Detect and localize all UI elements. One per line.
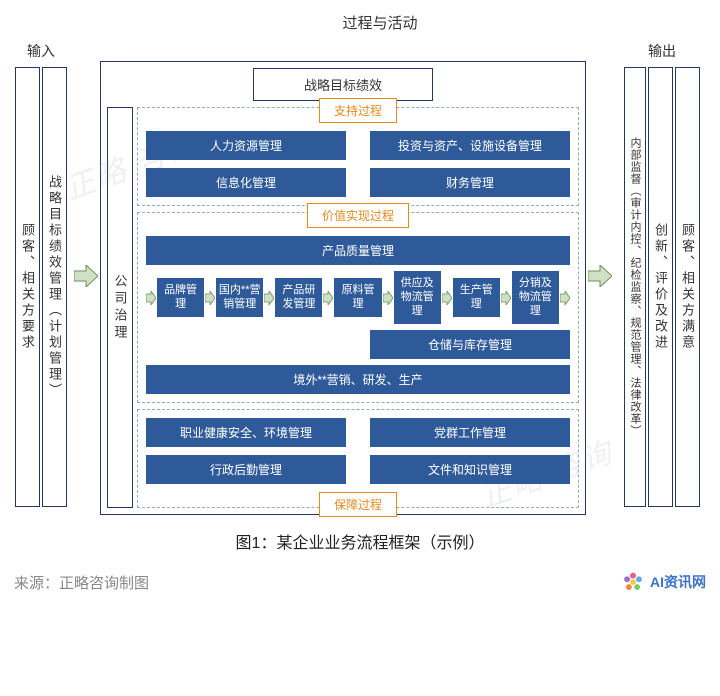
support-item: 财务管理: [370, 168, 570, 197]
chain-item: 国内**营销管理: [216, 278, 263, 318]
output-title: 输出: [648, 37, 676, 67]
value-chain: 品牌管理 国内**营销管理 产品研发管理 原料管理 供应及物流管理 生: [146, 271, 570, 324]
quality-box: 产品质量管理: [146, 236, 570, 265]
guarantee-label: 保障过程: [319, 492, 397, 517]
chain-item: 原料管理: [334, 278, 381, 318]
value-label: 价值实现过程: [307, 203, 409, 228]
output-col-customer: 顾客、相关方满意: [675, 67, 700, 507]
warehouse-box: 仓储与库存管理: [370, 330, 570, 359]
chain-item: 分销及物流管理: [512, 271, 559, 324]
top-title: 过程与活动: [44, 6, 716, 37]
arrow-input-to-process: [74, 37, 98, 515]
chain-item: 产品研发管理: [275, 278, 322, 318]
mid-sections: 支持过程 人力资源管理 投资与资产、设施设备管理 信息化管理 财务管理 价值实现…: [137, 107, 579, 508]
brand-badge: AI资讯网: [622, 571, 706, 593]
guarantee-item: 党群工作管理: [370, 418, 570, 447]
support-item: 人力资源管理: [146, 131, 346, 160]
support-section: 支持过程 人力资源管理 投资与资产、设施设备管理 信息化管理 财务管理: [137, 107, 579, 206]
outer-frame: 正略 咨询 正略 咨询 战略目标绩效 公司治理 支持过程 人力资源管理 投资与资…: [100, 61, 586, 515]
source-row: 来源：正略咨询制图 AI资讯网: [0, 563, 720, 605]
output-col-innovation: 创新、评价及改进: [648, 67, 673, 507]
brand-text: AI资讯网: [650, 572, 706, 592]
guarantee-section: 职业健康安全、环境管理 党群工作管理 行政后勤管理 文件和知识管理 保障过程: [137, 409, 579, 508]
support-item: 投资与资产、设施设备管理: [370, 131, 570, 160]
strategy-box: 战略目标绩效: [253, 68, 433, 101]
main-columns: 输入 顾客、相关方要求 战略目标绩效管理（计划管理） 正略 咨询 正略 咨询 战…: [4, 37, 716, 515]
chain-item: 品牌管理: [157, 278, 204, 318]
support-label: 支持过程: [319, 98, 397, 123]
input-col-customer: 顾客、相关方要求: [15, 67, 40, 507]
support-item: 信息化管理: [146, 168, 346, 197]
input-side: 输入 顾客、相关方要求 战略目标绩效管理（计划管理）: [10, 37, 72, 515]
output-col-supervision: 内部监督（审计内控、纪检监察、规范管理、法律改革）: [624, 67, 646, 507]
input-title: 输入: [27, 37, 55, 67]
output-side: 输出 内部监督（审计内控、纪检监察、规范管理、法律改革） 创新、评价及改进 顾客…: [614, 37, 710, 515]
input-col-strategy: 战略目标绩效管理（计划管理）: [42, 67, 67, 507]
overseas-box: 境外**营销、研发、生产: [146, 365, 570, 394]
guarantee-item: 行政后勤管理: [146, 455, 346, 484]
chain-item: 供应及物流管理: [394, 271, 441, 324]
figure-caption: 图1：某企业业务流程框架（示例）: [4, 515, 716, 563]
governance-box: 公司治理: [107, 107, 133, 508]
arrow-process-to-output: [588, 37, 612, 515]
guarantee-item: 文件和知识管理: [370, 455, 570, 484]
value-section: 价值实现过程 产品质量管理 品牌管理 国内**营销管理 产品研发管理 原料管理: [137, 212, 579, 403]
chain-item: 生产管理: [453, 278, 500, 318]
diagram-canvas: 过程与活动 输入 顾客、相关方要求 战略目标绩效管理（计划管理） 正略 咨询 正…: [0, 0, 720, 563]
guarantee-item: 职业健康安全、环境管理: [146, 418, 346, 447]
source-text: 来源：正略咨询制图: [14, 572, 149, 593]
flower-icon: [622, 571, 644, 593]
process-column: 正略 咨询 正略 咨询 战略目标绩效 公司治理 支持过程 人力资源管理 投资与资…: [100, 37, 586, 515]
